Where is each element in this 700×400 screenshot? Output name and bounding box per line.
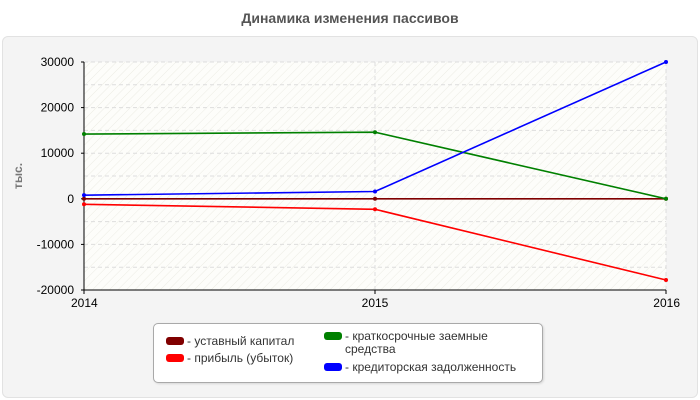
legend-swatch	[324, 363, 342, 371]
legend-item-kratkosrochnye: - краткосрочные заемные средства	[324, 330, 529, 356]
legend-swatch	[324, 332, 342, 340]
series-lines	[82, 60, 668, 282]
legend-swatch	[166, 337, 184, 345]
x-tick-label: 2015	[362, 296, 389, 310]
y-tick-label: -20000	[37, 283, 75, 297]
data-point	[664, 60, 668, 64]
y-tick-label: 20000	[41, 101, 75, 115]
chart-title: Динамика изменения пассивов	[241, 10, 459, 26]
data-point	[664, 277, 668, 282]
data-point	[82, 202, 86, 207]
legend-label: - кредиторская задолженность	[345, 360, 517, 374]
data-point	[82, 196, 86, 201]
y-axis-label: тыс.	[11, 163, 25, 189]
y-tick-label: 10000	[41, 146, 75, 160]
x-tick-label: 2016	[653, 296, 680, 310]
data-point	[373, 207, 377, 212]
legend-item-ustavnyi-kapital: - уставный капитал	[166, 335, 331, 348]
data-point	[82, 132, 86, 137]
data-point	[373, 196, 377, 201]
legend-label: - уставный капитал	[187, 334, 295, 348]
legend-item-kreditorskaya: - кредиторская задолженность	[324, 361, 539, 374]
data-point	[82, 193, 86, 198]
data-point	[664, 196, 668, 201]
legend: - уставный капитал - прибыль (убыток) - …	[153, 323, 543, 383]
y-tick-label: 0	[67, 192, 74, 206]
legend-label: - прибыль (убыток)	[187, 351, 294, 365]
data-point	[373, 130, 377, 135]
legend-label: - краткосрочные заемные средства	[345, 329, 488, 356]
y-tick-label: -10000	[37, 237, 75, 251]
legend-swatch	[166, 354, 184, 362]
data-point	[373, 189, 377, 194]
y-tick-label: 30000	[41, 55, 75, 69]
legend-item-pribyl: - прибыль (убыток)	[166, 352, 331, 365]
x-tick-label: 2014	[71, 296, 98, 310]
tick-labels: -20000 -10000 0 10000 20000 30000 2014 2015 2016	[37, 55, 681, 310]
